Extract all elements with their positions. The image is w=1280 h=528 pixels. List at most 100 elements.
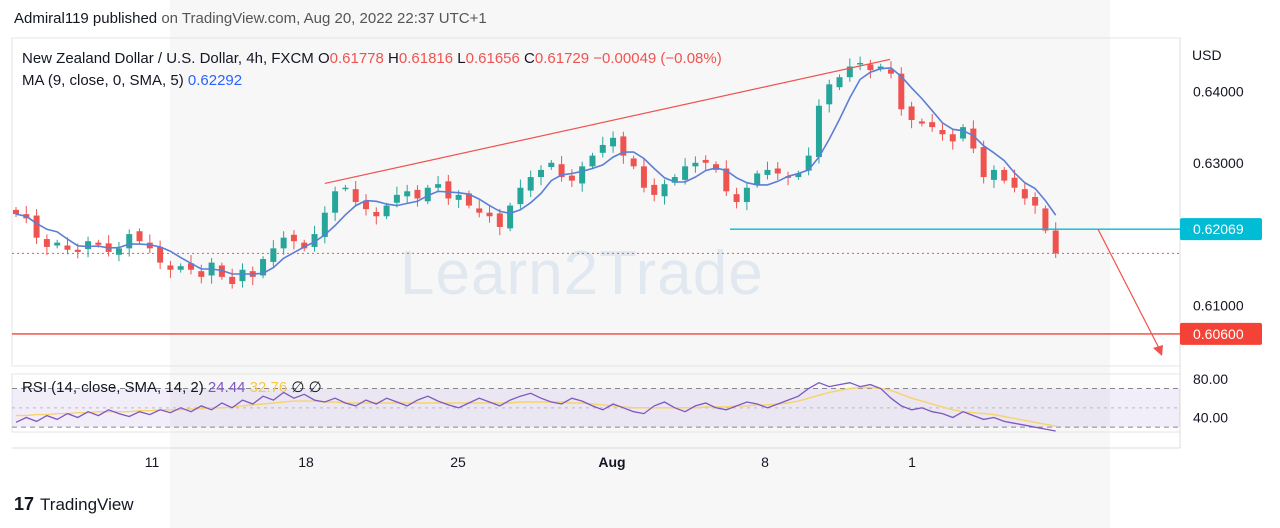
ma-label[interactable]: MA (9, close, 0, SMA, 5) — [22, 72, 184, 89]
low-value: 0.61656 — [465, 50, 520, 67]
candle-body — [630, 158, 637, 167]
publish-header: Admiral119 published on TradingView.com,… — [14, 10, 487, 27]
candle-body — [424, 187, 431, 202]
candle-body — [465, 193, 472, 206]
resistance-trendline — [324, 58, 891, 185]
candle-body — [115, 248, 122, 255]
rsi-line — [15, 381, 1056, 432]
chart-legend: New Zealand Dollar / U.S. Dollar, 4h, FX… — [22, 48, 722, 92]
rsi-ma-line — [16, 386, 1056, 427]
candle-body — [548, 162, 555, 168]
candle-body — [723, 168, 730, 192]
rsi-tick-label: 40.00 — [1193, 410, 1228, 426]
visibility-icons[interactable]: ∅ ∅ — [291, 379, 322, 396]
x-tick-label: 11 — [145, 454, 160, 470]
candle-body — [280, 237, 287, 249]
candle-body — [1042, 208, 1049, 231]
candle-body — [404, 191, 411, 197]
candle-body — [795, 173, 802, 178]
candle-body — [990, 169, 997, 180]
level-tag — [1180, 218, 1262, 241]
candle-body — [846, 66, 853, 78]
close-label: C — [524, 50, 535, 67]
symbol-title[interactable]: New Zealand Dollar / U.S. Dollar, 4h, FX… — [22, 50, 314, 67]
candle-body — [260, 259, 267, 276]
candle-body — [352, 189, 359, 202]
candle-body — [826, 84, 833, 105]
candle-body — [435, 184, 442, 188]
candle-body — [898, 73, 905, 110]
candle-body — [1011, 177, 1018, 188]
author[interactable]: Admiral119 published — [14, 10, 158, 27]
low-label: L — [457, 50, 466, 67]
candle-body — [332, 191, 339, 213]
candle-body — [455, 194, 462, 200]
candle-body — [929, 122, 936, 128]
candle-body — [640, 166, 647, 188]
projection-arrowhead — [1153, 345, 1163, 356]
high-label: H — [388, 50, 399, 67]
candle-body — [743, 187, 750, 202]
tradingview-logo-icon[interactable]: 17 — [14, 494, 35, 514]
candle-body — [476, 208, 483, 213]
x-tick-label: Aug — [598, 454, 625, 470]
candle-body — [167, 265, 174, 270]
candle-body — [805, 155, 812, 171]
candle-body — [558, 164, 565, 178]
rsi-legend: RSI (14, close, SMA, 14, 2) 24.44 32.76 … — [22, 378, 322, 396]
candle-body — [949, 134, 956, 142]
candle-body — [1001, 169, 1008, 181]
x-tick-label: 18 — [298, 454, 314, 470]
candle-body — [33, 215, 40, 238]
candle-body — [496, 213, 503, 227]
candle-body — [527, 177, 534, 191]
rsi-tick-label: 80.00 — [1193, 371, 1228, 387]
candle-body — [85, 241, 92, 250]
candle-body — [342, 187, 349, 190]
open-label: O — [317, 50, 330, 67]
candle-body — [393, 194, 400, 203]
candle-body — [507, 205, 514, 229]
candle-body — [970, 128, 977, 149]
level-tag-label: 0.62069 — [1193, 221, 1244, 237]
x-tick-label: 25 — [450, 454, 466, 470]
footer: 17 TradingView — [14, 494, 134, 515]
candle-body — [363, 200, 369, 210]
candle-body — [229, 276, 236, 284]
chart-highlight-band — [170, 0, 1110, 528]
candle-body — [888, 69, 894, 74]
candle-body — [136, 231, 143, 242]
publish-info: on TradingView.com, Aug 20, 2022 22:37 U… — [161, 10, 487, 27]
candle-body — [671, 177, 678, 183]
candle-body — [177, 266, 184, 270]
close-value: 0.61729 — [534, 50, 590, 67]
candle-body — [774, 168, 781, 174]
candle-body — [54, 242, 61, 246]
footer-brand[interactable]: TradingView — [40, 494, 134, 514]
high-value: 0.61816 — [398, 50, 454, 67]
candle-body — [877, 66, 884, 69]
candle-body — [651, 184, 658, 195]
x-tick-label: 8 — [761, 454, 769, 470]
candle-body — [692, 162, 699, 167]
candle-body — [64, 245, 71, 250]
candle-body — [373, 211, 380, 217]
ma-line — [15, 67, 1057, 275]
candle-body — [836, 77, 843, 88]
y-tick-label: 0.61000 — [1193, 297, 1244, 313]
rsi-value: 24.44 — [207, 379, 246, 396]
candle-body — [126, 234, 133, 249]
candle-body — [517, 187, 524, 205]
candle-body — [568, 175, 575, 181]
candle-body — [486, 212, 493, 217]
level-tag-label: 0.60600 — [1193, 326, 1244, 342]
candle-body — [939, 129, 946, 135]
candle-body — [1052, 230, 1059, 254]
candle-body — [1021, 189, 1028, 199]
candle-body — [815, 105, 822, 158]
rsi-label[interactable]: RSI (14, close, SMA, 14, 2) — [22, 379, 204, 396]
candle-body — [579, 166, 586, 184]
candle-body — [538, 169, 544, 178]
candle-body — [908, 106, 915, 120]
